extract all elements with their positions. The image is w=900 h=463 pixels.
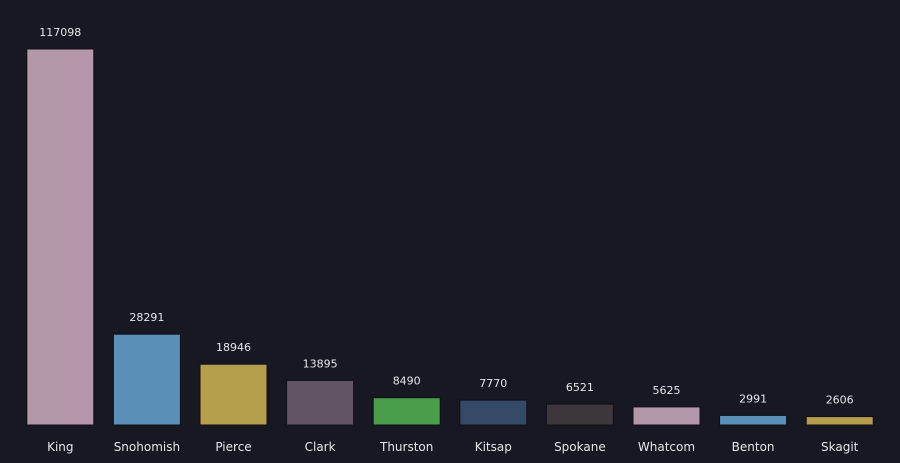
bar-value-label: 2606 (826, 394, 854, 407)
bar-benton (719, 414, 788, 426)
x-tick-label: Thurston (379, 440, 433, 454)
bars-layer (26, 48, 874, 426)
bar-snohomish (112, 333, 181, 426)
bar-value-label: 13895 (303, 357, 338, 370)
bar-skagit (805, 416, 874, 426)
x-tick-label: Spokane (554, 440, 606, 454)
bar-value-label: 117098 (39, 26, 81, 39)
x-tick-label: Skagit (821, 440, 859, 454)
bar-value-label: 28291 (129, 311, 164, 324)
bar-whatcom (632, 406, 701, 426)
bar-value-label: 8490 (393, 375, 421, 388)
x-tick-label: Benton (732, 440, 775, 454)
bar-pierce (199, 363, 268, 426)
bar-value-label: 7770 (479, 377, 507, 390)
x-tick-label: Clark (305, 440, 336, 454)
bar-clark (286, 379, 355, 426)
x-tick-labels-layer: King Snohomish Pierce Clark Thurston Kitsap Sp… (47, 440, 859, 454)
x-tick-label: Pierce (215, 440, 251, 454)
x-tick-label: Whatcom (638, 440, 695, 454)
x-tick-label: Kitsap (475, 440, 512, 454)
value-labels-layer: 117098 28291 18946 13895 8490 7770 6521 5625 299… (39, 26, 853, 407)
bar-thurston (372, 397, 441, 426)
bar-spokane (545, 403, 614, 426)
bar-value-label: 18946 (216, 341, 251, 354)
bar-value-label: 6521 (566, 381, 594, 394)
bar-value-label: 2991 (739, 392, 767, 405)
x-tick-label: King (47, 440, 73, 454)
bar-value-label: 5625 (653, 384, 681, 397)
x-tick-label: Snohomish (114, 440, 180, 454)
bar-king (26, 48, 95, 426)
bar-kitsap (459, 399, 528, 426)
